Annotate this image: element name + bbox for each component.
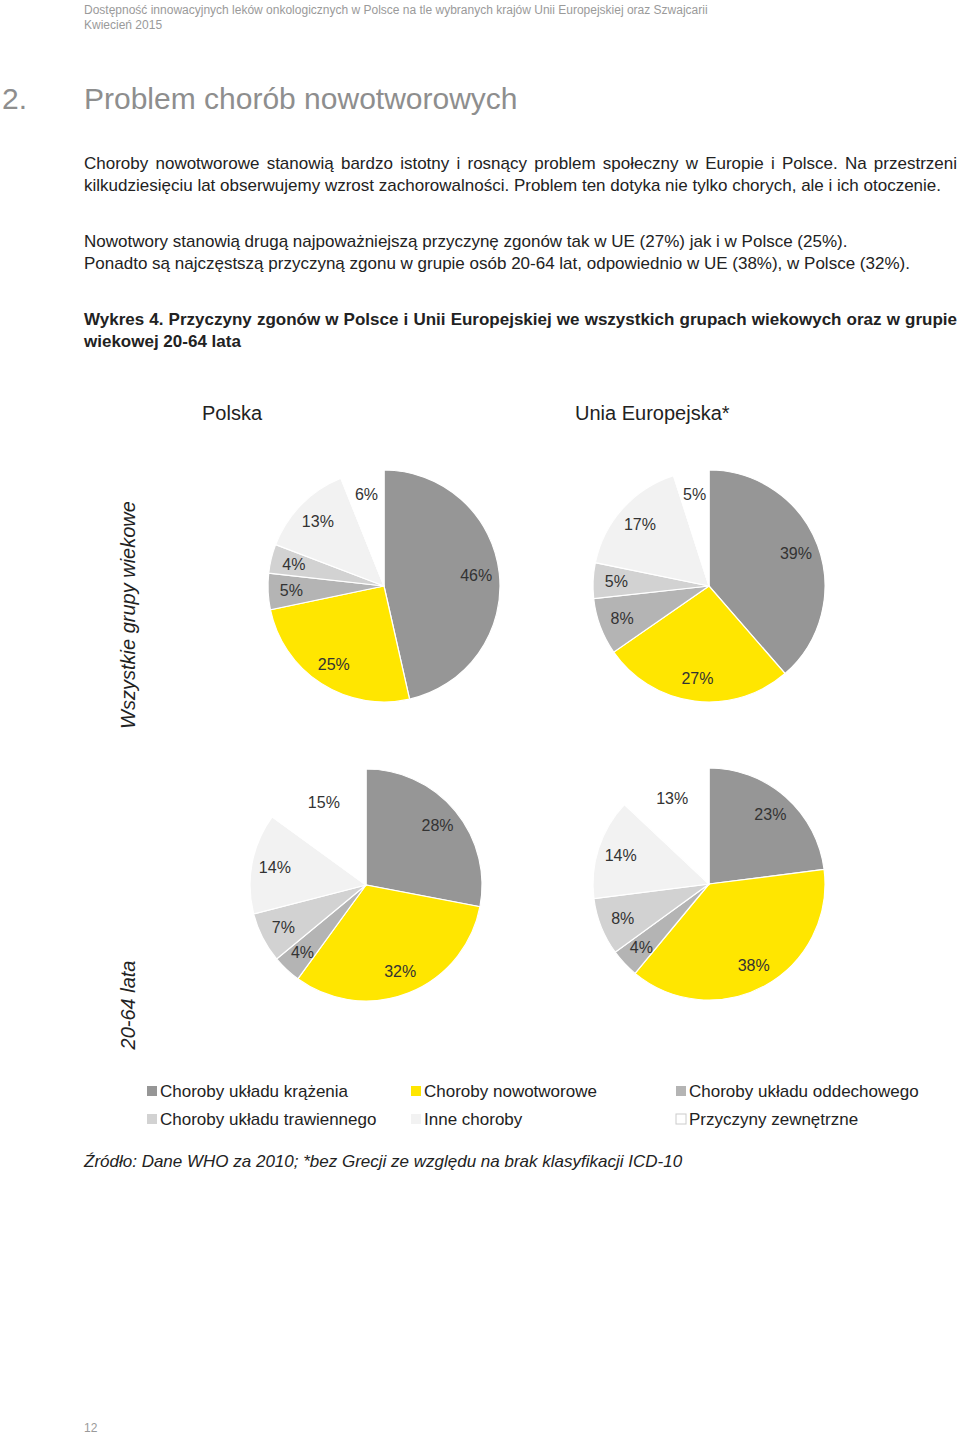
data-label: 27% (681, 670, 713, 687)
data-label: 32% (384, 963, 416, 980)
data-label: 5% (605, 573, 628, 590)
page-number: 12 (84, 1421, 98, 1433)
legend-swatch (147, 1114, 157, 1124)
legend-swatch (676, 1114, 686, 1124)
pie-slice: Przyczyny zewnętrzne (624, 768, 709, 884)
header-date: Kwiecień 2015 (84, 18, 162, 33)
row-title: Wszystkie grupy wiekowe (117, 501, 139, 729)
data-label: 23% (754, 806, 786, 823)
data-label: 5% (683, 486, 706, 503)
data-label: 13% (656, 790, 688, 807)
pie-slice: Choroby układu krążenia (366, 769, 482, 907)
data-label: 13% (302, 513, 334, 530)
data-label: 46% (460, 567, 492, 584)
pie-chart: Choroby układu krążeniaChoroby nowotworo… (268, 470, 500, 702)
section-number: 2. (2, 82, 27, 116)
data-label: 6% (355, 486, 378, 503)
data-label: 7% (272, 919, 295, 936)
legend-swatch (411, 1114, 421, 1124)
pie-chart: Choroby układu krążeniaChoroby nowotworo… (593, 470, 825, 702)
column-title: Unia Europejska* (575, 402, 730, 424)
data-label: 38% (738, 957, 770, 974)
legend-swatch (147, 1086, 157, 1096)
column-title: Polska (202, 402, 263, 424)
pie-chart: Choroby układu krążeniaChoroby nowotworo… (250, 769, 482, 1001)
header-title: Dostępność innowacyjnych leków onkologic… (84, 3, 708, 18)
figure-canvas: Polska Unia Europejska* Wszystkie grupy wi… (0, 0, 960, 1433)
section-title: Problem chorób nowotworowych (84, 82, 518, 116)
data-label: 25% (318, 656, 350, 673)
legend-entry: Przyczyny zewnętrzne (689, 1110, 858, 1129)
data-label: 28% (421, 817, 453, 834)
data-label: 14% (259, 859, 291, 876)
pie-chart: Choroby układu krążeniaChoroby nowotworo… (593, 768, 825, 1000)
legend-entry: Inne choroby (424, 1110, 523, 1129)
paragraph: Ponadto są najczęstszą przyczyną zgonu w… (84, 253, 957, 275)
data-label: 4% (291, 944, 314, 961)
pie-slice: Przyczyny zewnętrzne (673, 470, 709, 586)
data-label: 8% (611, 910, 634, 927)
legend: Choroby układu krążenia Choroby nowotworo… (147, 1082, 919, 1129)
legend-entry: Choroby układu krążenia (160, 1082, 349, 1101)
legend-entry: Choroby nowotworowe (424, 1082, 597, 1101)
data-label: 39% (780, 545, 812, 562)
pie-slice: Przyczyny zewnętrzne (341, 470, 384, 586)
pie-slice: Choroby układu krążenia (709, 768, 824, 884)
data-label: 4% (630, 939, 653, 956)
figure-source: Źródło: Dane WHO za 2010; *bez Grecji ze… (83, 1152, 683, 1171)
row-title: 20-64 lata (117, 961, 139, 1051)
figure-caption: Wykres 4. Przyczyny zgonów w Polsce i Un… (84, 309, 957, 353)
data-label: 17% (624, 516, 656, 533)
data-label: 8% (611, 610, 634, 627)
data-label: 5% (280, 582, 303, 599)
data-label: 15% (308, 794, 340, 811)
data-label: 4% (282, 556, 305, 573)
data-label: 14% (605, 847, 637, 864)
legend-entry: Choroby układu oddechowego (689, 1082, 919, 1101)
legend-swatch (676, 1086, 686, 1096)
paragraph: Choroby nowotworowe stanowią bardzo isto… (84, 153, 957, 197)
legend-entry: Choroby układu trawiennego (160, 1110, 376, 1129)
legend-swatch (411, 1086, 421, 1096)
paragraph: Nowotwory stanowią drugą najpoważniejszą… (84, 231, 957, 253)
